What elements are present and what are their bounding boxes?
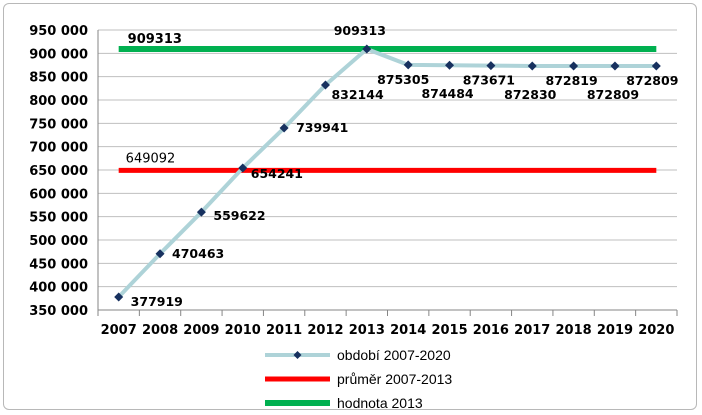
data-label: 654241 (251, 166, 303, 181)
y-axis: 350 000 400 000 450 000 500 000 550 000 600 0… (29, 24, 99, 319)
data-label: 559622 (213, 208, 265, 223)
data-labels: 377919 470463 559622 654241 739941 832144 9093… (131, 23, 679, 309)
y-tick-label: 800 000 (29, 94, 88, 109)
data-point (569, 61, 579, 71)
x-tick-label: 2014 (390, 323, 426, 338)
y-tick-label: 350 000 (29, 304, 88, 319)
x-tick-label: 2019 (597, 323, 633, 338)
legend-label: hodnota 2013 (337, 395, 423, 411)
y-tick-label: 900 000 (29, 47, 88, 62)
data-label: 832144 (331, 87, 383, 102)
x-axis: 2007 2008 2009 2010 2011 2012 2013 2014 2015 2016… (97, 309, 678, 338)
data-point (155, 249, 165, 259)
data-point (610, 61, 620, 71)
value-2013-line-label: 909313 (128, 32, 182, 47)
y-tick-label: 950 000 (29, 24, 88, 39)
x-tick-label: 2020 (638, 323, 674, 338)
reference-lines: 649092 909313 (118, 32, 657, 173)
data-point (527, 61, 537, 71)
y-tick-label: 550 000 (29, 211, 88, 226)
data-label: 872830 (504, 87, 556, 102)
x-tick-label: 2018 (556, 323, 592, 338)
x-tick-label: 2017 (514, 323, 550, 338)
data-label: 873671 (463, 73, 515, 88)
data-point (320, 80, 330, 90)
data-label: 739941 (296, 120, 348, 135)
y-tick-label: 650 000 (29, 164, 88, 179)
y-tick-label: 600 000 (29, 187, 88, 202)
y-tick-label: 750 000 (29, 117, 88, 132)
data-label: 872819 (546, 73, 598, 88)
x-tick-label: 2012 (307, 323, 343, 338)
y-tick-label: 450 000 (29, 257, 88, 272)
x-tick-label: 2011 (266, 323, 302, 338)
data-label: 470463 (172, 246, 224, 261)
x-tick-label: 2009 (183, 323, 219, 338)
series-line (117, 46, 657, 299)
data-point (238, 163, 248, 173)
x-tick-label: 2016 (473, 323, 509, 338)
x-tick-label: 2013 (349, 323, 385, 338)
data-label: 872809 (626, 73, 678, 88)
data-point (196, 207, 206, 217)
series-main (114, 44, 661, 302)
data-point (362, 44, 372, 54)
x-tick-label: 2010 (225, 323, 261, 338)
data-label: 872809 (587, 87, 639, 102)
chart-frame (3, 3, 697, 410)
data-label: 874484 (421, 86, 473, 101)
average-line-label: 649092 (126, 151, 176, 166)
y-tick-label: 850 000 (29, 71, 88, 86)
y-tick-label: 400 000 (29, 281, 88, 296)
data-point (403, 60, 413, 70)
y-tick-label: 700 000 (29, 141, 88, 156)
data-label: 909313 (334, 23, 386, 38)
x-tick-label: 2007 (101, 323, 137, 338)
legend: období 2007-2020 průměr 2007-2013 hodnota … (265, 347, 452, 411)
legend-label: období 2007-2020 (337, 347, 451, 363)
data-label: 377919 (131, 294, 183, 309)
data-point (114, 292, 124, 302)
data-point (486, 61, 496, 71)
legend-marker (293, 351, 302, 359)
data-point (445, 60, 455, 70)
x-tick-label: 2008 (142, 323, 178, 338)
y-tick-label: 500 000 (29, 234, 88, 249)
x-tick-label: 2015 (431, 323, 467, 338)
data-point (279, 123, 289, 133)
data-point (651, 61, 661, 71)
legend-label: průměr 2007-2013 (337, 371, 452, 387)
data-label: 875305 (377, 72, 429, 87)
